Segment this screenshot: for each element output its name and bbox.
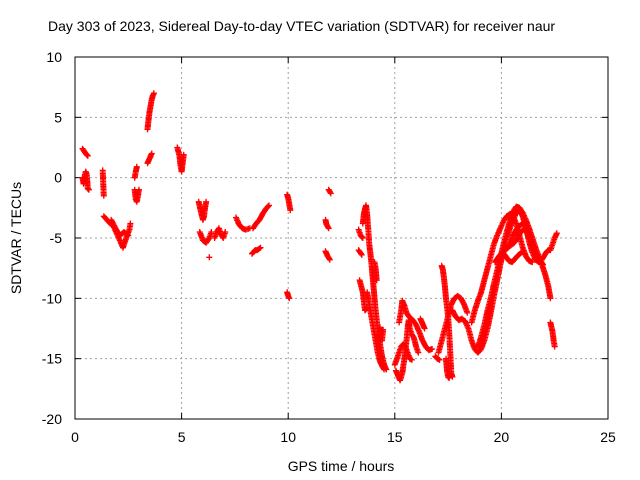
data-point — [124, 231, 131, 238]
data-point — [327, 190, 334, 197]
data-point — [358, 251, 365, 258]
data-point — [553, 230, 560, 237]
data-point — [206, 254, 213, 261]
data-point — [256, 245, 263, 252]
data-point — [410, 333, 417, 340]
data-point — [380, 365, 387, 372]
data-point — [547, 295, 554, 302]
x-tick-label: 20 — [494, 429, 510, 445]
y-tick-label: -10 — [42, 290, 62, 306]
data-point — [127, 220, 134, 227]
data-points — [79, 90, 560, 384]
data-point — [136, 186, 142, 193]
chart-title: Day 303 of 2023, Sidereal Day-to-day VTE… — [48, 18, 555, 34]
y-tick-label: 10 — [46, 49, 62, 65]
data-point — [358, 250, 364, 257]
data-point — [266, 202, 272, 209]
data-point — [257, 244, 264, 251]
data-point — [125, 232, 132, 239]
data-point — [518, 221, 525, 228]
data-point — [150, 90, 157, 97]
data-point — [326, 256, 333, 263]
data-point — [148, 150, 155, 157]
data-point — [519, 220, 526, 227]
data-point — [380, 326, 387, 333]
data-point — [464, 309, 471, 316]
data-point — [415, 349, 422, 356]
data-point — [205, 236, 212, 243]
x-tick-label: 25 — [600, 429, 616, 445]
data-point — [326, 255, 333, 262]
axis-ticks: 0 5 10 15 20 25 10 5 0 -5 -10 -15 -20 — [42, 49, 616, 445]
data-point — [325, 225, 332, 232]
data-point — [100, 192, 107, 199]
data-point — [208, 229, 215, 235]
data-point — [287, 207, 294, 214]
data-point — [180, 151, 187, 158]
data-point — [551, 343, 558, 350]
y-axis-label: SDTVAR / TECUs — [8, 182, 24, 294]
grid-lines — [75, 57, 608, 419]
data-point — [133, 163, 140, 170]
data-point — [84, 152, 91, 159]
data-point — [429, 346, 436, 352]
data-point — [222, 229, 229, 235]
data-point — [446, 375, 453, 381]
data-point — [436, 356, 443, 363]
x-tick-label: 10 — [280, 429, 296, 445]
data-point — [265, 203, 272, 210]
x-tick-label: 5 — [178, 429, 186, 445]
y-tick-label: 5 — [54, 109, 62, 125]
y-tick-label: 0 — [54, 170, 62, 186]
data-point — [529, 259, 536, 266]
data-point — [84, 152, 91, 159]
data-point — [408, 356, 415, 363]
data-point — [381, 366, 388, 373]
data-point — [203, 198, 210, 205]
x-tick-label: 0 — [71, 429, 79, 445]
data-point — [286, 295, 293, 302]
x-tick-label: 15 — [387, 429, 403, 445]
data-point — [359, 235, 366, 241]
data-point — [85, 186, 92, 193]
data-point — [359, 234, 366, 241]
y-tick-label: -20 — [42, 411, 62, 427]
data-point — [327, 189, 334, 196]
data-point — [421, 325, 428, 332]
data-point — [518, 249, 525, 256]
data-point — [325, 224, 331, 231]
y-tick-label: -15 — [42, 351, 62, 367]
data-point — [540, 261, 546, 268]
data-point — [373, 277, 380, 284]
y-tick-label: -5 — [50, 230, 63, 246]
x-axis-label: GPS time / hours — [288, 458, 395, 474]
data-point — [517, 250, 524, 257]
